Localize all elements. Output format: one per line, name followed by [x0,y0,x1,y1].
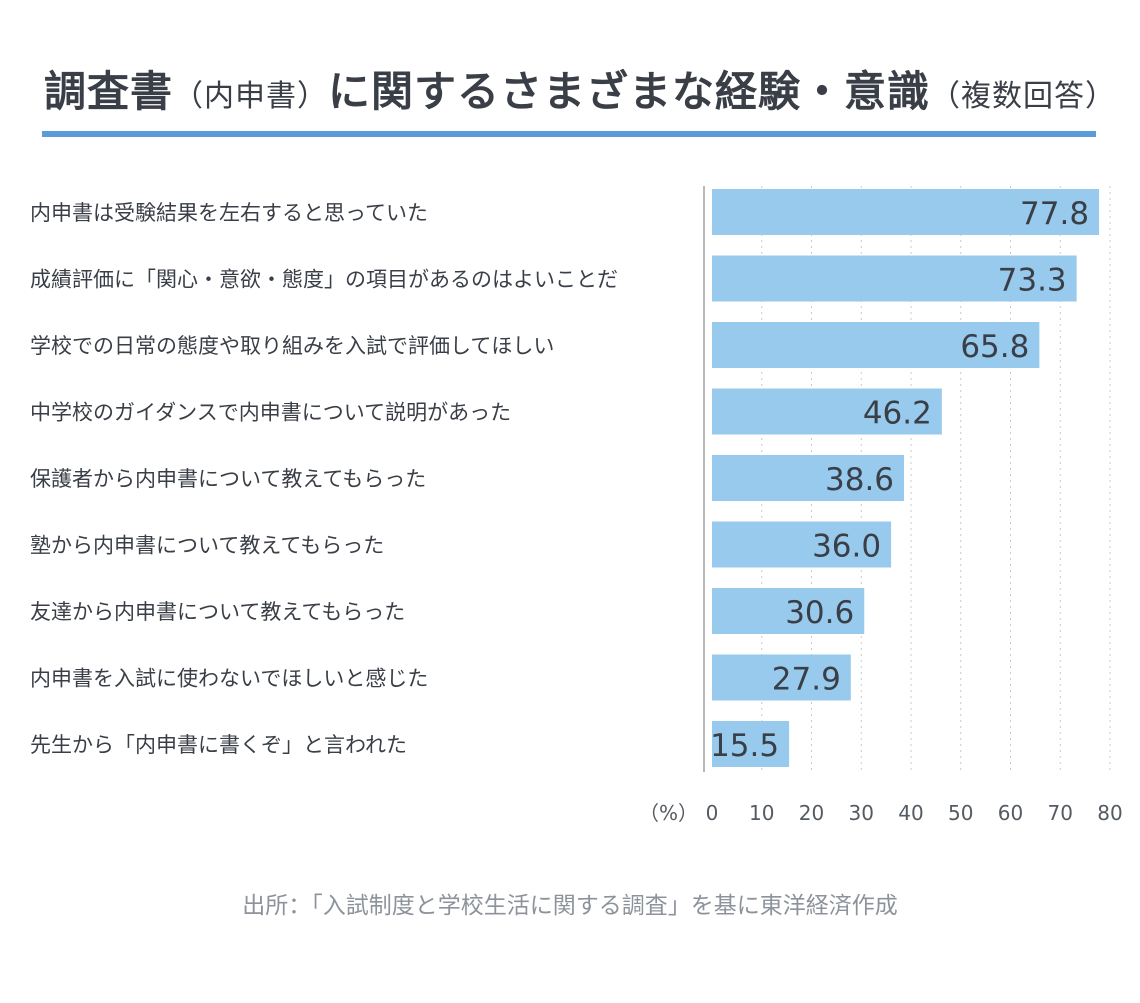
category-label-6: 友達から内申書について教えてもらった [30,600,405,624]
value-label-1: 73.3 [998,263,1067,299]
bar-7 [712,654,851,701]
category-label-0: 内申書は受験結果を左右すると思っていた [30,201,428,225]
bar-0 [712,189,1100,235]
value-label-6: 30.6 [785,595,854,631]
x-tick-label-8: 80 [1097,801,1122,825]
x-tick-label-7: 70 [1048,801,1073,825]
title-paren: （内申書） [173,79,329,114]
value-label-4: 38.6 [825,462,894,498]
bar-8 [712,721,790,767]
bar-layer [712,189,1100,767]
bar-6 [712,588,865,634]
x-tick-label-5: 50 [948,801,973,825]
bar-4 [712,455,905,501]
category-labels: 内申書は受験結果を左右すると思っていた成績評価に「関心・意欲・態度」の項目がある… [30,201,618,757]
category-label-3: 中学校のガイダンスで内申書について説明があった [30,401,511,425]
title-main-1: 調査書 [44,67,174,116]
source-note: 出所：「入試制度と学校生活に関する調査」を基に東洋経済作成 [242,893,898,919]
category-label-2: 学校での日常の態度や取り組みを入試で評価してほしい [30,334,554,358]
category-label-8: 先生から「内申書に書くぞ」と言われた [30,733,407,757]
value-label-0: 77.8 [1020,196,1089,232]
category-label-1: 成績評価に「関心・意欲・態度」の項目があるのはよいことだ [30,268,618,292]
value-label-3: 46.2 [863,396,932,432]
x-tick-label-2: 20 [799,801,824,825]
value-label-2: 65.8 [960,329,1029,365]
category-label-5: 塾から内申書について教えてもらった [30,534,384,558]
value-label-5: 36.0 [812,529,881,565]
chart-title: 調査書（内申書）に関するさまざまな経験・意識（複数回答） [44,58,1115,119]
title-underline [42,131,1096,137]
category-label-7: 内申書を入試に使わないでほしいと感じた [30,667,428,691]
title-main-2: に関するさまざまな経験・意識 [328,67,931,116]
x-axis-ticks: 0 10 20 30 40 50 60 70 80 （%） [639,801,1123,825]
x-tick-label-3: 30 [849,801,874,825]
x-tick-label-1: 10 [749,801,774,825]
x-tick-label-0: 0 [706,801,719,825]
bar-2 [712,322,1040,368]
bar-5 [712,521,892,568]
title-paren-2: （複数回答） [930,79,1117,114]
value-label-7: 27.9 [772,662,841,698]
x-tick-label-4: 40 [898,801,923,825]
bar-1 [712,255,1077,302]
value-labels: 77.8 73.3 65.8 46.2 38.6 36.0 30.6 27.9 15.5 [710,196,1089,764]
x-tick-label-6: 60 [998,801,1023,825]
bar-3 [712,388,942,435]
bar-chart: 内申書は受験結果を左右すると思っていた成績評価に「関心・意欲・態度」の項目がある… [30,186,1123,825]
value-label-8: 15.5 [710,728,779,764]
x-axis-unit-label: （%） [639,801,698,825]
category-label-4: 保護者から内申書について教えてもらった [30,467,426,491]
